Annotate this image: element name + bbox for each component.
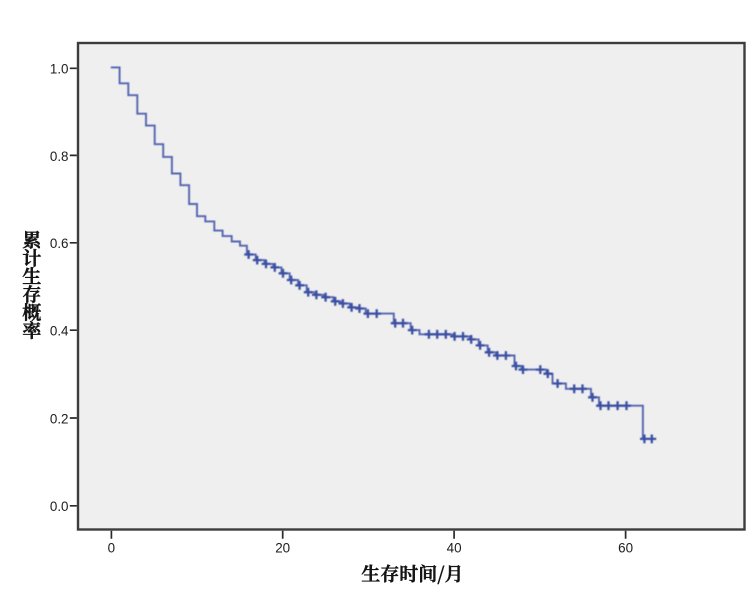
svg-text:60: 60 — [618, 541, 633, 556]
svg-text:1.0: 1.0 — [50, 62, 69, 77]
svg-text:0.4: 0.4 — [50, 324, 69, 339]
svg-text:0.0: 0.0 — [50, 499, 69, 514]
svg-text:0.2: 0.2 — [50, 411, 69, 426]
svg-text:0.6: 0.6 — [50, 236, 69, 251]
svg-text:40: 40 — [447, 541, 462, 556]
svg-text:0.8: 0.8 — [50, 149, 69, 164]
svg-text:20: 20 — [275, 541, 290, 556]
svg-text:0: 0 — [108, 541, 115, 556]
